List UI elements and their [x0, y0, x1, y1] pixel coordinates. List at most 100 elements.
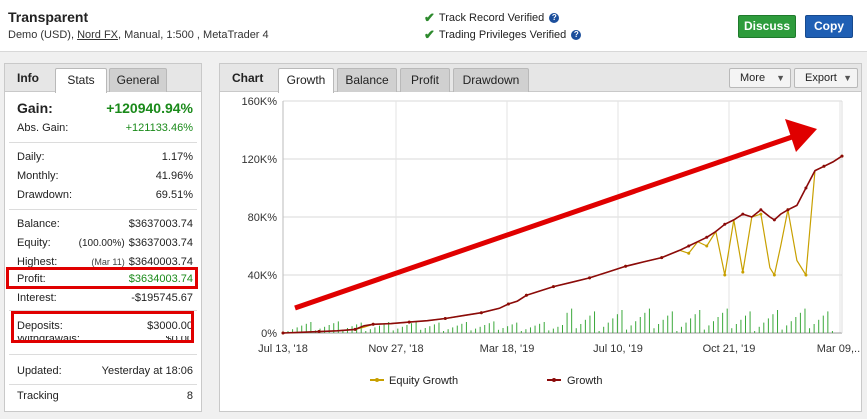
abs-gain-value: +121133.46% [125, 122, 193, 134]
divider [9, 354, 197, 355]
account-subtitle: Demo (USD), Nord FX, Manual, 1:500 , Met… [8, 29, 269, 41]
divider [9, 142, 197, 143]
track-record-label: Track Record Verified [438, 12, 545, 24]
balance-value: $3637003.74 [128, 218, 193, 230]
data-point [281, 331, 285, 335]
equity-label: Equity: [17, 237, 51, 249]
balance-label: Balance: [17, 218, 60, 230]
abs-gain-row: Abs. Gain: +121133.46% [5, 121, 201, 137]
data-point [524, 293, 528, 297]
trading-privileges-label: Trading Privileges Verified [438, 29, 567, 41]
track-record-verified: ✔ Track Record Verified ? [424, 10, 560, 26]
monthly-row: Monthly: 41.96% [5, 169, 201, 185]
profit-row: Profit: $3634003.74 [5, 272, 201, 288]
data-point [317, 330, 321, 334]
arrow-head [785, 119, 817, 152]
export-dropdown[interactable]: Export ▼ [794, 68, 858, 88]
tracking-row: Tracking 8 [5, 389, 201, 405]
equity-percent: (100.00%) [78, 238, 125, 249]
gain-value: +120940.94% [106, 100, 193, 116]
series-line-equity-growth [282, 155, 843, 334]
data-point [705, 235, 709, 239]
equity-value: $3637003.74 [128, 237, 193, 249]
data-point [840, 154, 844, 158]
tab-stats[interactable]: Stats [55, 68, 107, 93]
chevron-down-icon: ▼ [776, 73, 785, 83]
highest-value-group: (Mar 11) $3640003.74 [91, 256, 193, 268]
data-point [759, 208, 763, 212]
data-point [759, 212, 763, 216]
broker-link[interactable]: Nord FX [77, 29, 119, 41]
y-tick-label: 80K% [248, 212, 278, 224]
tab-balance[interactable]: Balance [337, 68, 397, 92]
data-point [723, 222, 727, 226]
data-point [772, 218, 776, 222]
highest-date: (Mar 11) [91, 257, 125, 267]
x-tick-label: Jul 10, '19 [593, 343, 643, 355]
profit-label: Profit: [17, 273, 46, 285]
tab-drawdown[interactable]: Drawdown [453, 68, 529, 92]
equity-row: Equity: (100.00%) $3637003.74 [5, 236, 201, 252]
export-label: Export [805, 72, 837, 84]
drawdown-row: Drawdown: 69.51% [5, 188, 201, 204]
daily-row: Daily: 1.17% [5, 150, 201, 166]
deposits-label: Deposits: [17, 320, 63, 332]
gain-row: Gain: +120940.94% [5, 100, 201, 120]
tab-general[interactable]: General [109, 68, 167, 92]
discuss-button[interactable]: Discuss [738, 15, 796, 38]
legend-marker-equity [375, 378, 379, 382]
daily-value: 1.17% [161, 151, 193, 163]
check-icon: ✔ [424, 27, 435, 42]
help-icon[interactable]: ? [549, 13, 560, 23]
legend-marker-growth [552, 378, 556, 382]
data-point [786, 208, 790, 212]
x-tick-label: Mar 18, '19 [480, 343, 535, 355]
data-point [588, 276, 592, 280]
legend-label-growth: Growth [567, 375, 602, 387]
highest-row: Highest: (Mar 11) $3640003.74 [5, 255, 201, 271]
interest-value: -$195745.67 [131, 292, 193, 304]
data-point [371, 322, 375, 326]
data-point [687, 251, 691, 255]
x-tick-label: Jul 13, '18 [258, 343, 308, 355]
drawdown-value: 69.51% [155, 189, 193, 201]
monthly-label: Monthly: [17, 170, 59, 182]
updated-value: Yesterday at 18:06 [101, 365, 193, 377]
updated-row: Updated: Yesterday at 18:06 [5, 364, 201, 380]
drawdown-label: Drawdown: [17, 189, 73, 201]
data-point [660, 256, 664, 260]
more-label: More [740, 72, 766, 84]
data-point [772, 273, 776, 277]
y-tick-label: 160K% [242, 96, 278, 108]
interest-row: Interest: -$195745.67 [5, 291, 201, 307]
divider [9, 310, 197, 311]
profit-highlight [6, 267, 198, 289]
series-line-growth [282, 155, 843, 334]
data-point [804, 186, 808, 190]
growth-chart: 0% 40K% 80K% 120K% 160K% Jul 13, '18 Nov 27, '… [242, 96, 861, 387]
chart-title: Chart [232, 71, 264, 85]
help-icon[interactable]: ? [571, 30, 582, 40]
data-point [551, 285, 555, 289]
tab-profit[interactable]: Profit [400, 68, 450, 92]
legend-label-equity: Equity Growth [389, 375, 458, 387]
deposits-value: $3000.00 [147, 320, 193, 332]
tracking-value[interactable]: 8 [186, 390, 193, 402]
highest-value: $3640003.74 [128, 256, 193, 268]
data-point [723, 273, 727, 277]
interest-label: Interest: [17, 292, 57, 304]
copy-button[interactable]: Copy [805, 15, 853, 38]
data-point [479, 311, 483, 315]
chevron-down-icon: ▼ [843, 73, 852, 83]
account-header: Transparent Demo (USD), Nord FX, Manual,… [0, 0, 867, 52]
divider [9, 209, 197, 210]
account-details: , Manual, 1:500 , MetaTrader 4 [118, 29, 269, 41]
tab-growth[interactable]: Growth [278, 68, 334, 93]
data-point [687, 244, 691, 248]
y-tick-label: 120K% [242, 154, 278, 166]
gain-label: Gain: [17, 100, 53, 116]
divider [9, 384, 197, 385]
more-dropdown[interactable]: More ▼ [729, 68, 791, 88]
trading-privileges-verified: ✔ Trading Privileges Verified ? [424, 27, 582, 43]
deposits-highlight [11, 311, 194, 343]
